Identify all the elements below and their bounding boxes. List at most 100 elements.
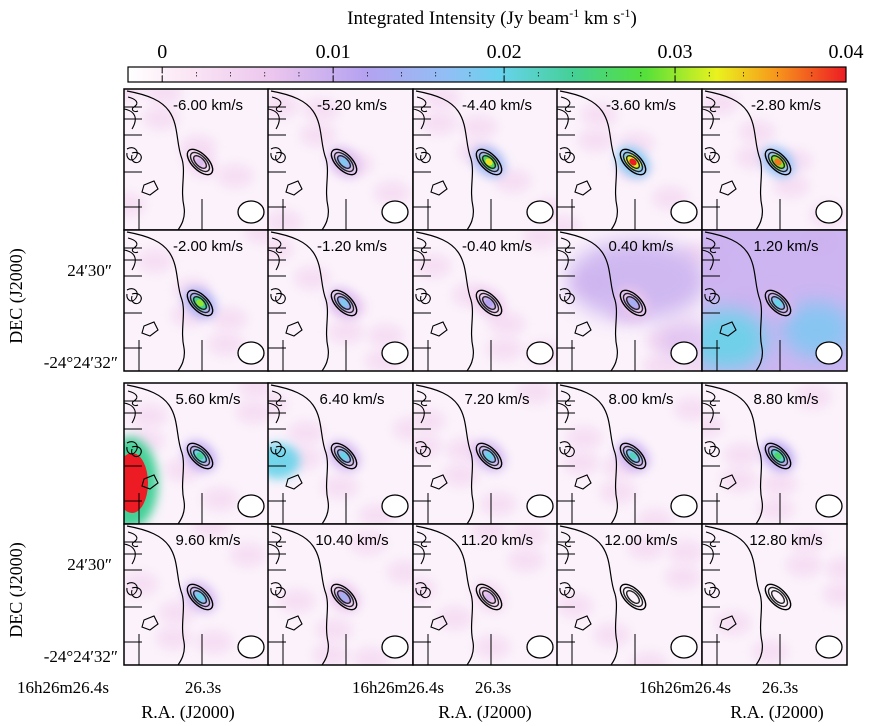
source-contour [764,289,792,317]
noise-blob [196,630,232,654]
source-emission-peak [629,158,637,166]
colorbar-ticks: 0 0.01 0.02 0.03 0.04 [127,41,864,82]
beam-ellipse [815,635,843,659]
continuum-contour [413,402,425,424]
continuum-contour [270,147,282,161]
extended-emission [124,453,148,513]
continuum-contour [413,543,425,565]
continuum-contour [719,180,737,196]
continuum-contour [704,441,716,455]
source-emission-peak [485,299,493,307]
velocity-label: 1.20 km/s [753,238,818,255]
continuum-contour [131,151,142,164]
noise-blob [387,560,413,584]
noise-blob [159,601,195,625]
noise-blob [443,463,479,487]
continuum-contour [415,147,427,161]
continuum-contour [704,384,763,524]
source-contour [764,148,792,176]
beam-ellipse [381,200,409,224]
source-contour [481,295,497,311]
x-tick-label-right-2: 26.3s [475,678,511,697]
velocity-label: 11.20 km/s [461,532,533,549]
y-tick-label-bottom-2: -24°24′32″ [44,647,118,666]
source-contour [189,586,211,608]
beam-ellipse [670,494,698,518]
continuum-contour [124,249,136,271]
noise-blob [393,417,413,441]
continuum-contour [564,292,575,305]
beam-ellipse [526,494,554,518]
continuum-contour [124,402,136,424]
continuum-contour [420,445,431,458]
noise-blob [489,312,525,336]
velocity-label: -5.20 km/s [317,97,387,114]
continuum-contour [557,108,569,130]
noise-blob [643,354,679,371]
velocity-label: 8.80 km/s [753,391,818,408]
noise-blob [208,332,244,356]
velocity-label: -4.40 km/s [462,97,532,114]
source-contour [622,586,644,608]
beam-ellipse [815,200,843,224]
source-contour [625,154,641,170]
continuum-contour [126,384,185,524]
channel-panel: -2.00 km/s [123,229,270,372]
noise-blob [415,254,451,278]
source-emission-peak [340,158,348,166]
noise-blob [471,524,507,543]
channel-panel: 10.40 km/s [267,523,414,666]
source-contour [330,583,358,611]
source-contour [186,148,214,176]
source-emission-peak [196,593,204,601]
noise-blob [594,623,630,647]
velocity-label: 0.40 km/s [608,238,673,255]
continuum-contour [559,147,571,161]
source-contour [770,589,786,605]
noise-blob [350,531,386,555]
noise-blob [736,145,772,169]
colorbar-tick-label: 0 [157,41,167,63]
continuum-contour [126,582,138,596]
noise-blob [446,438,482,462]
source-contour [475,442,503,470]
continuum-contour [430,474,448,490]
y-tick-label-top-2: 24′30″ [67,555,112,574]
continuum-contour [415,384,474,524]
continuum-contour [131,445,142,458]
channel-panel: -5.20 km/s [267,88,414,231]
noise-blob [557,215,580,230]
noise-blob [474,635,510,659]
source-contour [481,589,497,605]
noise-blob [303,98,339,122]
noise-blob [279,589,315,613]
noise-blob [437,606,473,630]
noise-blob [288,421,324,445]
y-tick-label-top-1: 24′30″ [67,261,112,280]
source-contour [333,445,355,467]
source-contour [192,295,208,311]
source-contour [764,583,792,611]
beam-ellipse [526,635,554,659]
noise-blob [353,647,389,665]
continuum-contour [124,543,136,565]
continuum-contour [702,402,714,424]
noise-blob [268,237,293,261]
continuum-contour [270,384,329,524]
channel-panel: 11.20 km/s [412,523,559,666]
x-tick-label-right-1: 26.3s [185,678,221,697]
source-contour [622,292,644,314]
noise-blob [322,475,358,499]
noise-blob [581,103,617,127]
continuum-contour [559,231,618,371]
beam-ellipse [815,494,843,518]
continuum-contour [709,292,720,305]
source-emission-peak [485,593,493,601]
velocity-label: -1.20 km/s [317,238,387,255]
source-contour [625,448,641,464]
continuum-contour [275,586,286,599]
beam-ellipse [526,200,554,224]
noise-blob [702,91,738,115]
source-contour [770,295,786,311]
